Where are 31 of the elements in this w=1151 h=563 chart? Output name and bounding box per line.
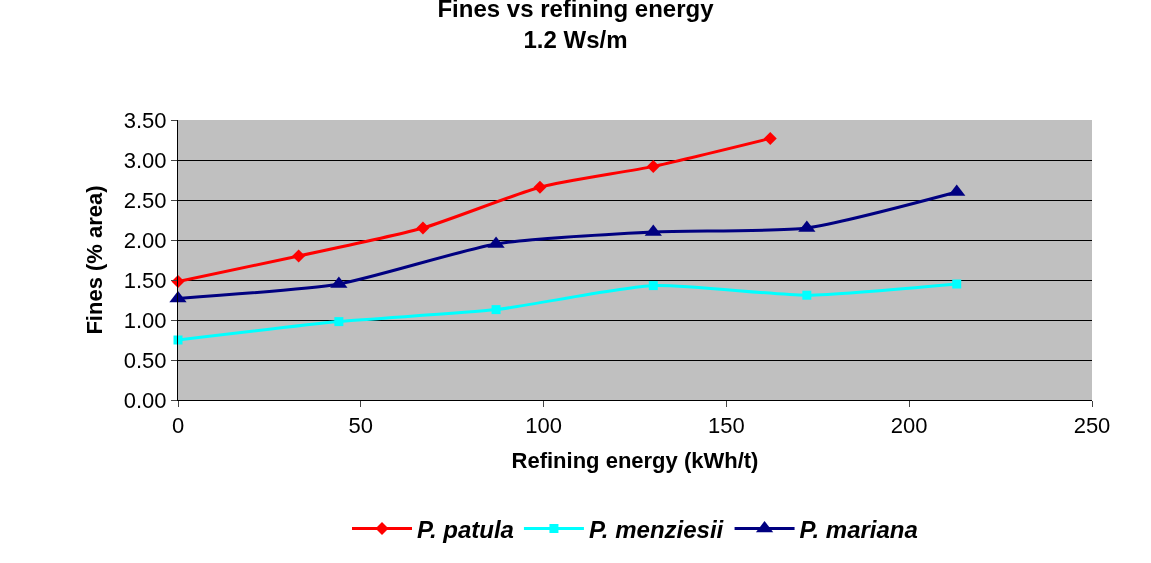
y-tick-label: 3.00 — [123, 147, 167, 173]
x-tick-label: 50 — [348, 413, 374, 439]
x-tick-label: 250 — [1073, 413, 1111, 439]
x-tick-label: 0 — [171, 413, 185, 439]
chart-title: Fines vs refining energy — [437, 0, 715, 22]
x-tick-label: 100 — [525, 413, 562, 439]
y-tick-label: 0.50 — [123, 347, 167, 373]
y-tick-label: 1.00 — [123, 307, 167, 333]
y-axis-title: Fines (% area) — [81, 185, 107, 335]
chart-subtitle: 1.2 Ws/m — [523, 26, 628, 54]
y-tick-label: 2.00 — [123, 227, 167, 253]
legend-label: P. patula — [417, 515, 514, 543]
point — [763, 131, 777, 145]
point — [491, 305, 501, 315]
point — [648, 281, 658, 291]
y-tick-label: 0.00 — [123, 387, 167, 413]
x-tick-label: 150 — [708, 413, 745, 439]
point — [646, 159, 660, 173]
point — [292, 249, 306, 263]
point — [533, 180, 547, 194]
legend-label: P. mariana — [799, 515, 918, 543]
legend-label: P. menziesii — [588, 515, 725, 543]
y-tick-label: 1.50 — [123, 267, 167, 293]
point — [416, 221, 430, 235]
y-tick-label: 2.50 — [123, 187, 167, 213]
y-tick-label: 3.50 — [123, 107, 167, 133]
point — [334, 317, 344, 327]
point — [952, 279, 962, 289]
point — [802, 290, 812, 300]
x-tick-label: 200 — [890, 413, 928, 439]
x-axis-title: Refining energy (kWh/t) — [511, 448, 759, 474]
